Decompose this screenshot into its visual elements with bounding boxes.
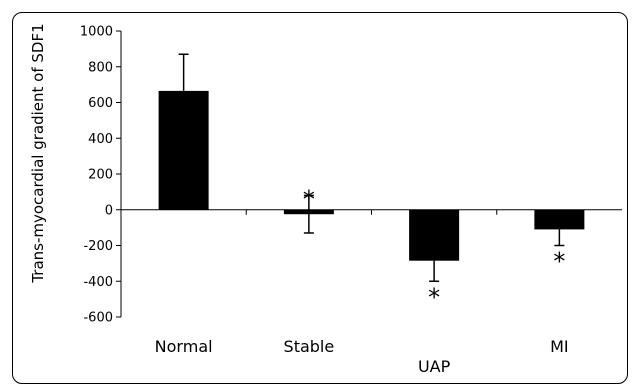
- chart-frame: [12, 12, 628, 384]
- category-labels: Normal Stable UAP MI: [155, 337, 569, 374]
- category-label-uap: UAP: [418, 357, 451, 374]
- y-tick-label: 400: [88, 132, 113, 147]
- y-tick-label: -400: [83, 275, 113, 290]
- error-bars: [178, 53, 565, 282]
- category-label-mi: MI: [550, 337, 569, 356]
- category-label-stable: Stable: [284, 337, 335, 356]
- category-label-normal: Normal: [155, 337, 213, 356]
- significance-markers: * * *: [303, 185, 566, 311]
- bar-chart: 1000 800 600 400 200 0 -200 -400 -600 Normal Stab…: [29, 23, 622, 374]
- bar-mi: [534, 209, 585, 230]
- y-tick-label: -600: [83, 311, 113, 326]
- axes: [120, 31, 622, 317]
- bar-normal: [158, 90, 209, 210]
- y-tick-label: 800: [88, 60, 113, 75]
- y-tick-label: 200: [88, 168, 113, 183]
- y-axis-ticks: 1000 800 600 400 200 0 -200 -400 -600: [80, 25, 121, 326]
- significance-star: *: [553, 248, 565, 276]
- y-tick-label: 600: [88, 96, 113, 111]
- y-axis-label: Trans-myocardial gradient of SDF1: [29, 23, 47, 283]
- significance-star: *: [428, 283, 440, 311]
- y-tick-label: 1000: [80, 25, 113, 40]
- y-tick-label: -200: [83, 239, 113, 254]
- y-tick-label: 0: [105, 203, 113, 218]
- bars: [158, 90, 585, 261]
- bar-uap: [409, 209, 460, 261]
- significance-star: *: [303, 185, 315, 213]
